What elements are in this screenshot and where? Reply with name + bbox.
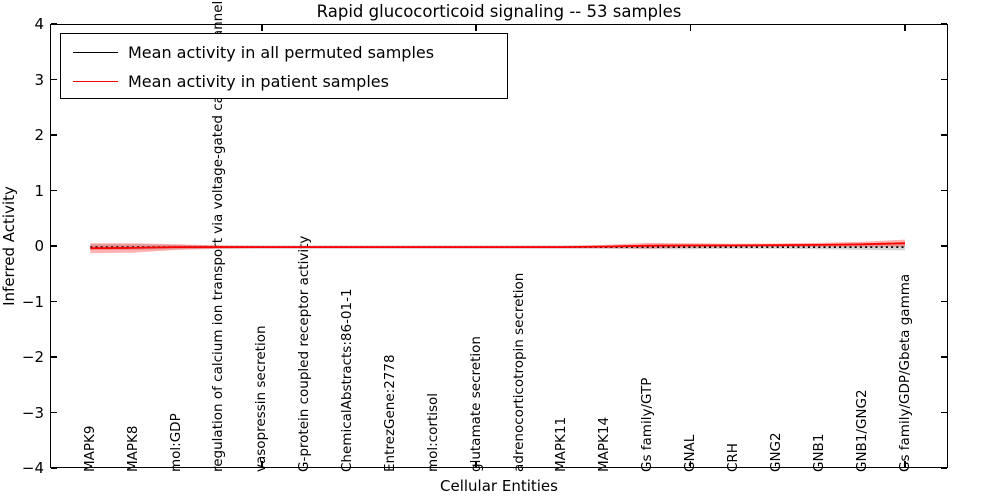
x-category-label: GNB1/GNG2 xyxy=(853,389,870,472)
x-axis-label: Cellular Entities xyxy=(440,477,558,495)
y-tick-label: −4 xyxy=(21,459,44,477)
y-tick-mark-left xyxy=(51,467,57,469)
x-tick-mark-top xyxy=(904,25,906,31)
y-tick-mark-right xyxy=(941,356,947,358)
x-tick-mark-top xyxy=(261,25,263,31)
x-tick-mark-bottom xyxy=(475,461,477,467)
x-category-label: GNB1 xyxy=(810,433,827,472)
y-tick-mark-right xyxy=(941,300,947,303)
permuted-line-swatch xyxy=(73,51,118,53)
legend-entry-permuted: Mean activity in all permuted samples xyxy=(61,37,507,67)
x-tick-mark-bottom xyxy=(904,461,906,467)
x-category-label: Gs family/GTP xyxy=(639,377,656,472)
x-category-label: MAPK9 xyxy=(81,425,98,472)
x-category-label: ChemicalAbstracts:86-01-1 xyxy=(339,288,356,472)
x-category-label: GNAL xyxy=(682,434,699,472)
y-tick-mark-left xyxy=(51,134,57,136)
x-category-label: mol:cortisol xyxy=(424,392,441,472)
y-tick-mark-left xyxy=(51,189,57,192)
x-category-label: vasopressin secretion xyxy=(253,325,270,472)
x-category-label: MAPK8 xyxy=(124,425,141,472)
legend-box: Mean activity in all permuted samples Me… xyxy=(60,33,508,99)
y-tick-label: 3 xyxy=(34,70,44,89)
x-tick-mark-bottom xyxy=(689,461,692,467)
chart-title: Rapid glucocorticoid signaling -- 53 sam… xyxy=(316,2,682,21)
x-tick-mark-bottom xyxy=(261,461,263,467)
x-category-label: adrenocorticotropin secretion xyxy=(510,272,527,472)
x-category-label: GNG2 xyxy=(767,432,784,472)
patient-line-swatch xyxy=(73,80,118,82)
y-tick-label: 0 xyxy=(34,237,44,255)
y-tick-mark-left xyxy=(51,411,57,414)
legend-label-patient: Mean activity in patient samples xyxy=(128,71,389,91)
x-category-label: MAPK11 xyxy=(553,416,570,472)
y-tick-label: 1 xyxy=(34,181,44,200)
y-tick-label: −3 xyxy=(21,403,44,422)
y-tick-mark-right xyxy=(941,245,947,247)
y-tick-mark-left xyxy=(51,78,57,81)
y-tick-label: 2 xyxy=(34,126,44,144)
y-tick-mark-right xyxy=(941,23,947,25)
x-category-label: CRH xyxy=(724,443,741,472)
plot-area-border xyxy=(50,24,948,468)
y-tick-mark-right xyxy=(941,411,947,414)
y-tick-label: 4 xyxy=(34,15,44,33)
legend-label-permuted: Mean activity in all permuted samples xyxy=(128,42,435,62)
x-category-label: mol:GDP xyxy=(167,413,184,472)
x-tick-mark-top xyxy=(475,25,477,31)
y-tick-mark-right xyxy=(941,189,947,192)
y-tick-mark-right xyxy=(941,467,947,469)
y-tick-mark-left xyxy=(51,245,57,247)
x-category-label: Gs family/GDP/Gbeta gamma xyxy=(896,273,913,472)
y-tick-mark-right xyxy=(941,134,947,136)
x-tick-mark-top xyxy=(689,25,692,31)
y-tick-mark-left xyxy=(51,356,57,358)
y-tick-mark-left xyxy=(51,300,57,303)
legend-entry-patient: Mean activity in patient samples xyxy=(61,66,507,96)
x-category-label: G-protein coupled receptor activity xyxy=(296,235,313,472)
y-tick-mark-right xyxy=(941,78,947,81)
x-category-label: glutamate secretion xyxy=(467,336,484,472)
y-tick-label: −2 xyxy=(21,348,44,366)
y-tick-label: −1 xyxy=(21,292,44,311)
x-category-label: EntrezGene:2778 xyxy=(381,354,398,472)
x-category-label: MAPK14 xyxy=(596,416,613,472)
y-tick-mark-left xyxy=(51,23,57,25)
